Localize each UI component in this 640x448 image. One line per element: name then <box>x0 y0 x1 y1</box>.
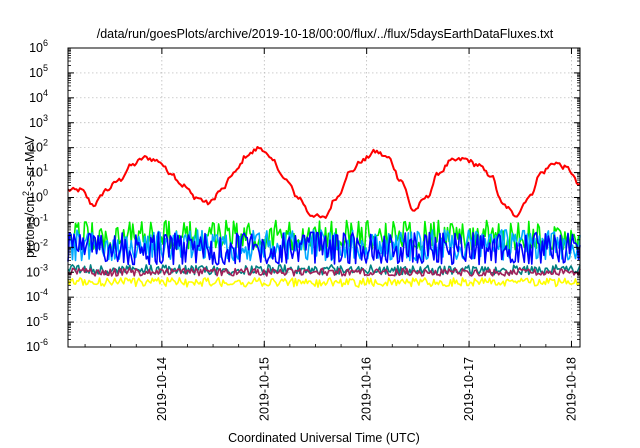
y-tick-labels: 10-610-510-410-310-210-11001011021031041… <box>26 38 48 354</box>
y-tick-base: 10 <box>29 116 43 130</box>
x-tick-label: 2019-10-18 <box>564 357 578 421</box>
y-tick-label: 102 <box>29 138 48 155</box>
y-tick-exponent: 2 <box>43 138 48 148</box>
y-tick-base: 10 <box>29 91 43 105</box>
y-tick-label: 103 <box>29 113 48 130</box>
y-tick-exponent: -5 <box>40 312 48 322</box>
y-tick-exponent: -6 <box>40 337 48 347</box>
series-line-0 <box>67 146 581 219</box>
y-axis-label-suffix: -s-sr-MeV <box>23 135 37 191</box>
y-tick-label: 100 <box>29 188 48 205</box>
y-tick-exponent: 5 <box>43 63 48 73</box>
series-line-5 <box>67 277 581 288</box>
y-tick-exponent: 1 <box>43 163 48 173</box>
y-tick-exponent: 3 <box>43 113 48 123</box>
series-layer <box>67 146 581 288</box>
series-line-6 <box>67 267 581 277</box>
y-tick-label: 104 <box>29 88 48 105</box>
x-axis-label: Coordinated Universal Time (UTC) <box>228 431 420 445</box>
y-tick-label: 101 <box>29 163 48 180</box>
y-tick-exponent: -2 <box>40 237 48 247</box>
x-tick-label: 2019-10-17 <box>462 357 476 421</box>
y-tick-label: 10-5 <box>26 312 48 329</box>
y-tick-label: 10-2 <box>26 237 48 254</box>
y-tick-label: 10-1 <box>26 212 48 229</box>
y-axis-label-prefix: protons/cm <box>23 196 37 258</box>
y-tick-label: 106 <box>29 38 48 55</box>
y-tick-base: 10 <box>26 340 40 354</box>
y-tick-base: 10 <box>26 215 40 229</box>
y-axis-label: protons/cm2-s-sr-MeV <box>21 135 37 257</box>
y-tick-base: 10 <box>26 315 40 329</box>
y-tick-exponent: 6 <box>43 38 48 48</box>
y-tick-base: 10 <box>29 191 43 205</box>
y-tick-base: 10 <box>29 66 43 80</box>
y-tick-label: 10-3 <box>26 262 48 279</box>
x-tick-label: 2019-10-14 <box>155 357 169 421</box>
series-line-3 <box>67 231 581 266</box>
y-tick-exponent: -4 <box>40 287 48 297</box>
chart-title: /data/run/goesPlots/archive/2019-10-18/0… <box>97 27 554 41</box>
y-tick-base: 10 <box>26 240 40 254</box>
axis-ticks <box>68 47 580 348</box>
y-tick-exponent: 4 <box>43 88 48 98</box>
y-tick-label: 10-4 <box>26 287 48 304</box>
y-axis-label-sup: 2 <box>21 191 31 196</box>
y-tick-base: 10 <box>29 166 43 180</box>
y-tick-exponent: -1 <box>40 212 48 222</box>
x-tick-label: 2019-10-16 <box>360 357 374 421</box>
grid-lines <box>68 48 580 347</box>
y-tick-label: 10-6 <box>26 337 48 354</box>
y-tick-exponent: 0 <box>43 188 48 198</box>
y-tick-base: 10 <box>29 141 43 155</box>
y-tick-base: 10 <box>29 41 43 55</box>
y-tick-base: 10 <box>26 265 40 279</box>
x-tick-label: 2019-10-15 <box>257 357 271 421</box>
y-tick-label: 105 <box>29 63 48 80</box>
y-tick-exponent: -3 <box>40 262 48 272</box>
x-tick-labels: 2019-10-14 2019-10-15 2019-10-16 2019-10-17… <box>155 357 579 421</box>
y-tick-base: 10 <box>26 290 40 304</box>
